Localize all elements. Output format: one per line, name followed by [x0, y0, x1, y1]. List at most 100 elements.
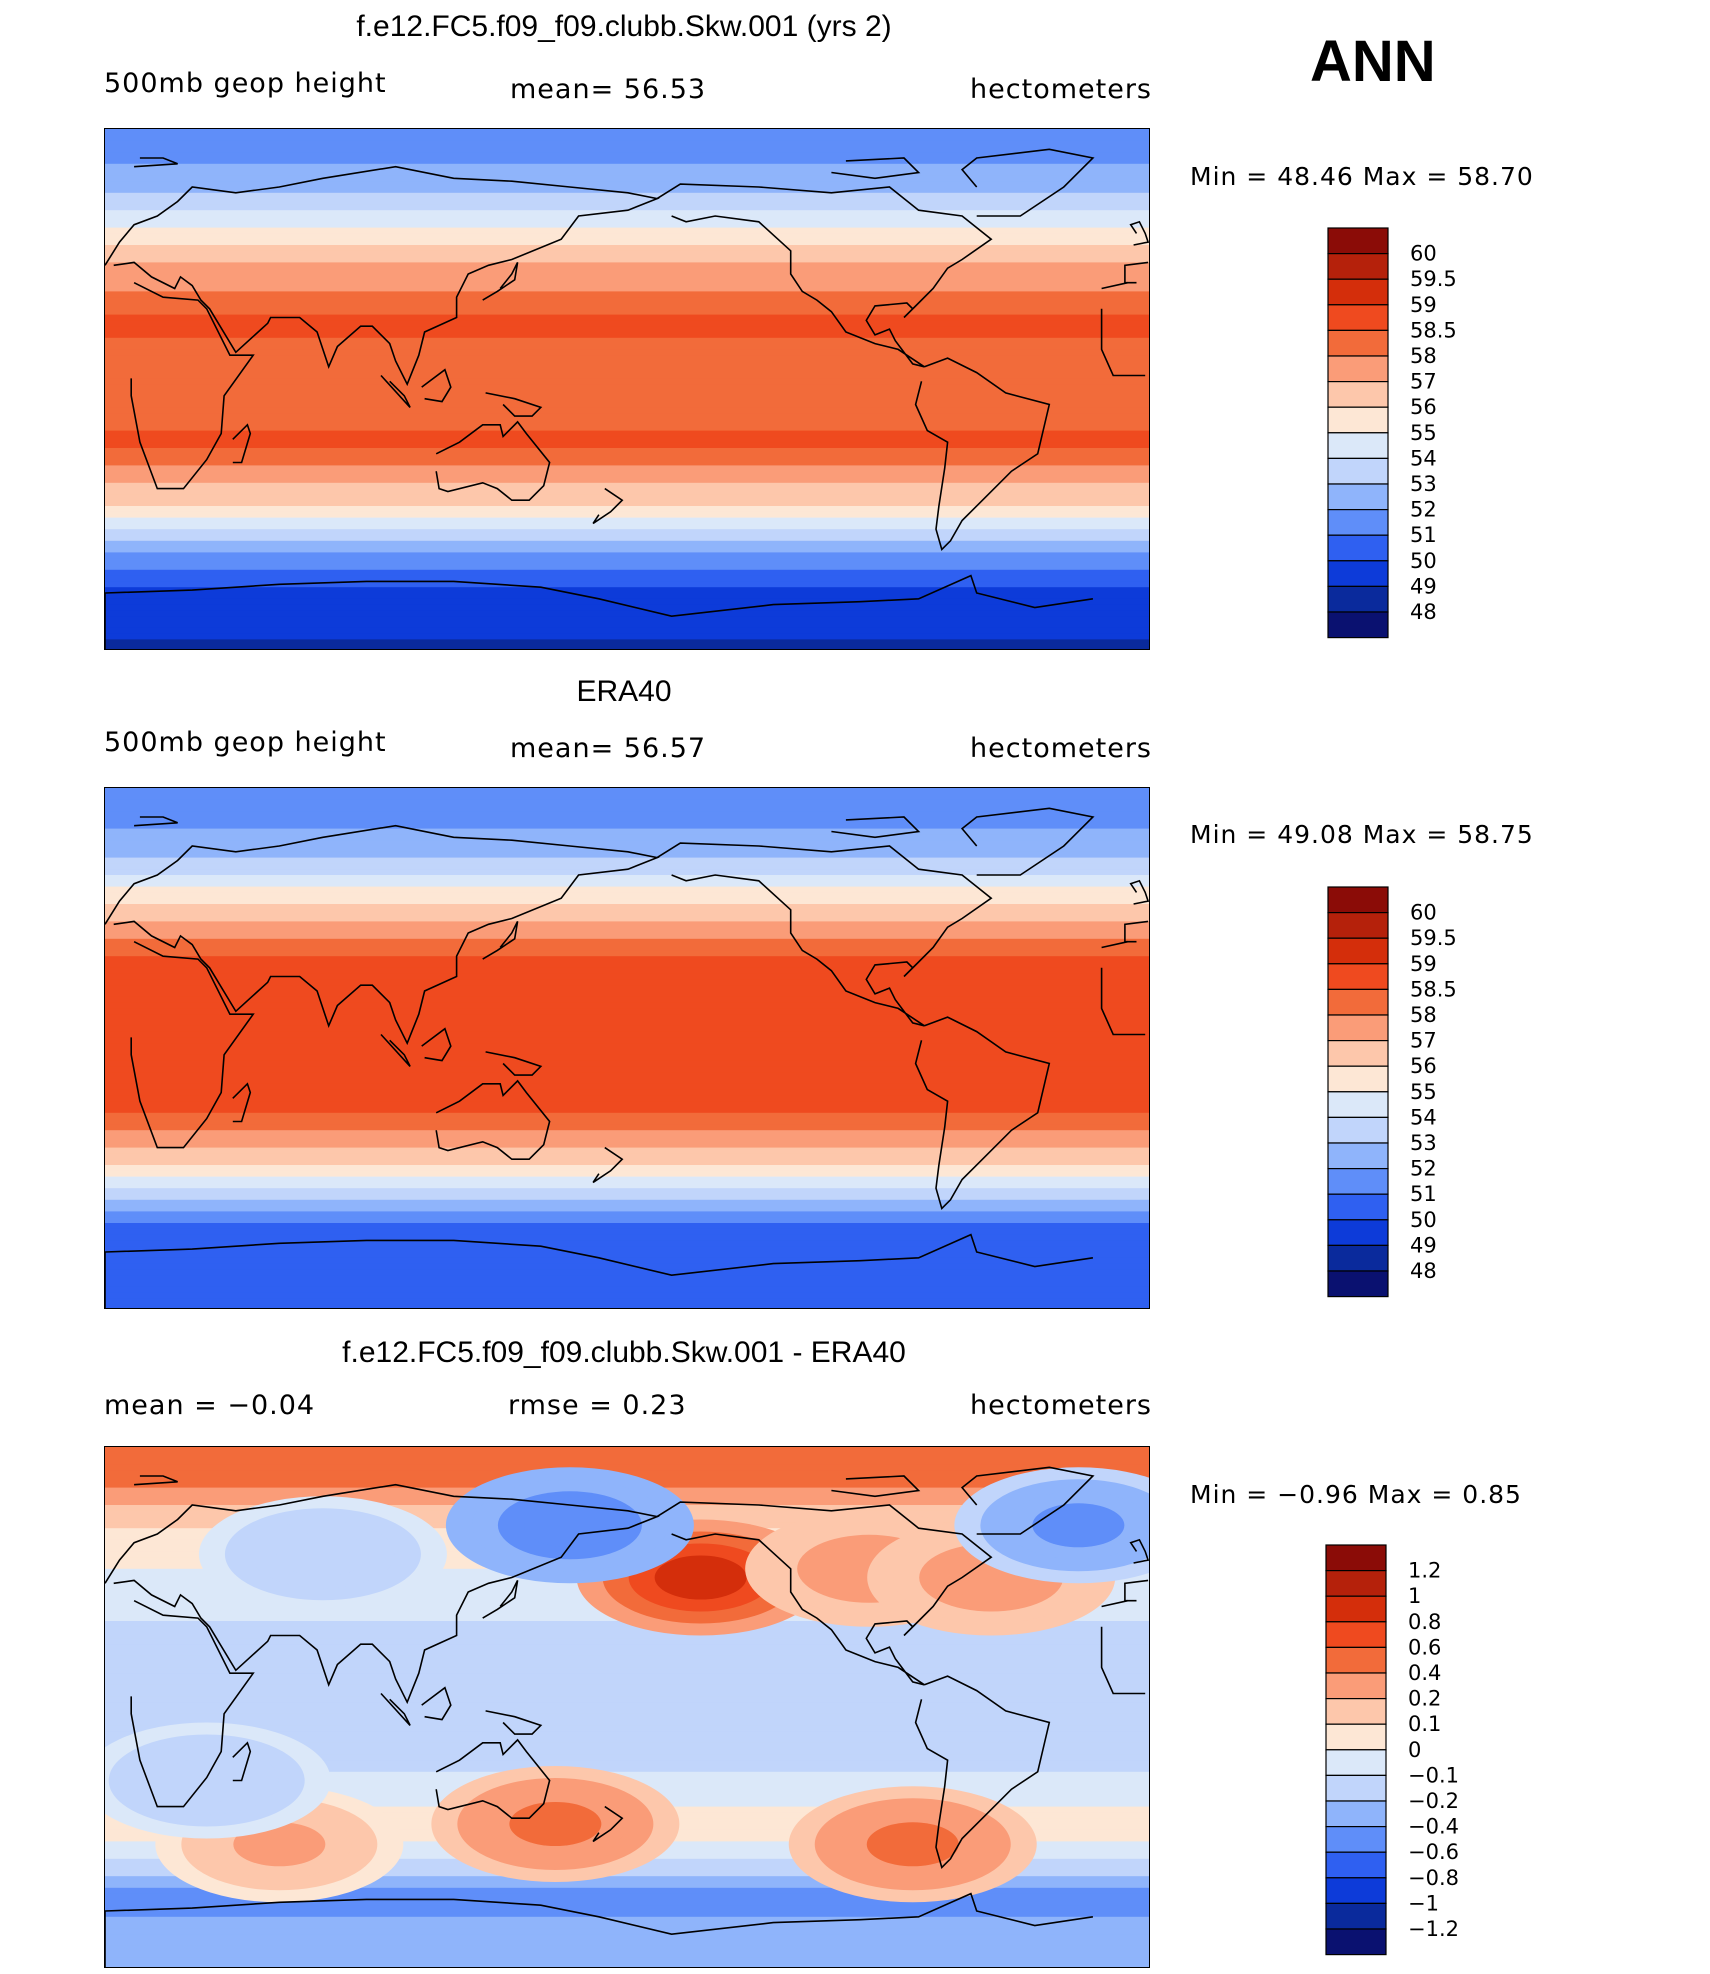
colorbar-box	[1327, 457, 1389, 485]
field-band	[105, 610, 1149, 617]
field-band	[105, 1304, 1149, 1308]
field-band	[105, 552, 1149, 559]
coastline	[592, 1146, 624, 1184]
field-band	[105, 1095, 1149, 1102]
field-band	[105, 187, 1149, 194]
field-band	[105, 314, 1149, 321]
coastline	[656, 183, 993, 368]
field-band	[105, 886, 1149, 893]
colorbar-label: 0	[1408, 1738, 1421, 1762]
field-band	[105, 1049, 1149, 1056]
field-band	[105, 1147, 1149, 1154]
panel-2-map	[104, 787, 1150, 1309]
colorbar-box	[1325, 1851, 1387, 1879]
field-band	[105, 181, 1149, 188]
colorbar-label: 56	[1410, 1054, 1437, 1078]
field-band	[105, 564, 1149, 571]
colorbar-box	[1325, 1723, 1387, 1751]
colorbar-box	[1325, 1902, 1387, 1930]
colorbar-label: 59	[1410, 293, 1437, 317]
field-band	[105, 529, 1149, 536]
field-band	[105, 788, 1149, 795]
field-band	[105, 250, 1149, 258]
colorbar-label: 55	[1410, 1080, 1437, 1104]
field-band	[105, 1205, 1149, 1212]
field-band	[105, 1882, 1149, 1889]
field-band	[105, 1194, 1149, 1201]
field-band	[105, 1136, 1149, 1143]
season-title: ANN	[1310, 29, 1436, 94]
field-band	[105, 587, 1149, 594]
colorbar-label: 51	[1410, 523, 1437, 547]
field-band	[105, 875, 1149, 882]
field-band	[105, 1275, 1149, 1282]
colorbar-box	[1325, 1826, 1387, 1853]
field-band	[105, 622, 1149, 629]
coastlines	[105, 807, 1149, 1308]
field-band	[105, 1118, 1149, 1125]
field-band	[105, 944, 1149, 951]
colorbar-box	[1327, 1014, 1389, 1042]
field-band	[105, 1887, 1149, 1895]
field-band	[105, 140, 1149, 147]
coastline	[656, 1501, 993, 1686]
anomaly-ring	[523, 1503, 616, 1548]
field-band	[105, 1060, 1149, 1067]
field-band	[105, 163, 1149, 171]
field-band	[105, 1957, 1149, 1964]
coastline	[960, 1466, 1095, 1535]
field-band	[105, 1008, 1149, 1015]
field-band	[105, 851, 1149, 859]
panel-1-title: f.e12.FC5.f09_f09.clubb.Skw.001 (yrs 2)	[356, 10, 892, 43]
field-band	[105, 262, 1149, 269]
field-band	[105, 1269, 1149, 1276]
field-band	[105, 593, 1149, 600]
colorbar-label: 58	[1410, 1003, 1437, 1027]
field-band	[105, 1945, 1149, 1953]
coastline	[592, 1805, 624, 1843]
coastlines	[105, 1466, 1149, 1967]
field-band	[105, 175, 1149, 182]
field-band	[105, 1037, 1149, 1044]
field-band	[105, 216, 1149, 223]
field-band	[105, 1153, 1149, 1160]
field-band	[105, 898, 1149, 905]
colorbar-box	[1327, 1065, 1389, 1093]
panel-3-title: f.e12.FC5.f09_f09.clubb.Skw.001 - ERA40	[342, 1336, 906, 1369]
coastline	[482, 1580, 519, 1619]
field-band	[105, 846, 1149, 853]
field-band	[105, 430, 1149, 437]
colorbar-label: 48	[1410, 600, 1437, 624]
colorbar-label: −0.4	[1408, 1815, 1459, 1839]
field-band	[105, 535, 1149, 542]
field-band	[105, 511, 1149, 519]
colorbar-box	[1325, 1544, 1387, 1572]
colorbar-label: −0.6	[1408, 1840, 1459, 1864]
field-band	[105, 857, 1149, 864]
field-band	[105, 1661, 1149, 1668]
panel-3-units: hectometers	[970, 1390, 1152, 1421]
colorbar-label: 59	[1410, 952, 1437, 976]
field-band	[105, 337, 1149, 345]
colorbar-box	[1325, 1646, 1387, 1674]
colorbar-label: 51	[1410, 1182, 1437, 1206]
colorbar-label: −0.8	[1408, 1866, 1459, 1890]
colorbar-label: 58.5	[1410, 318, 1457, 342]
field-band	[105, 1655, 1149, 1663]
field-band	[105, 1737, 1149, 1744]
field-band	[105, 1876, 1149, 1883]
coastline	[105, 1483, 1149, 1705]
field-band	[105, 274, 1149, 281]
field-band	[105, 1754, 1149, 1761]
colorbar-box	[1327, 329, 1389, 357]
field-band	[105, 904, 1149, 911]
field-band	[105, 1240, 1149, 1247]
colorbar-label: 49	[1410, 574, 1437, 598]
coastline	[380, 1692, 411, 1726]
field-band	[105, 459, 1149, 466]
field-band	[105, 1002, 1149, 1009]
field-band	[105, 227, 1149, 234]
field-band	[105, 401, 1149, 408]
field-band	[105, 1089, 1149, 1096]
field-band	[105, 1667, 1149, 1674]
